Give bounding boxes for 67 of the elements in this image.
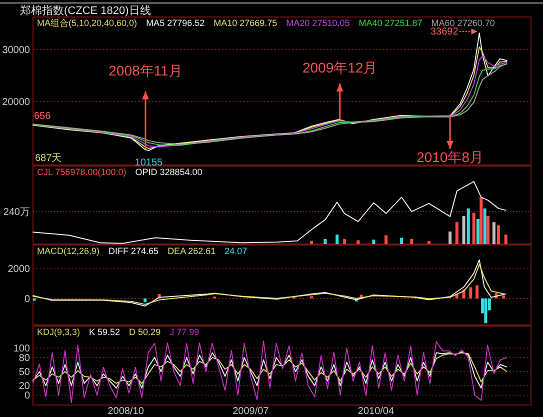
x-tick-label: 2008/10 xyxy=(108,406,144,417)
bar xyxy=(324,239,327,244)
text: OPID 328854.00 xyxy=(135,167,202,177)
text: 24.07 xyxy=(224,246,248,256)
y-tick-label: 0 xyxy=(24,390,30,402)
chart-title: 郑棉指数(CZCE 1820)日线 xyxy=(20,4,151,17)
y-tick-label: 30000 xyxy=(2,45,30,56)
bar xyxy=(356,240,360,244)
bar xyxy=(462,216,466,244)
text: K 59.52 xyxy=(89,327,120,337)
bar xyxy=(410,239,414,244)
legend-title: MA组合(5,10,20,40,60,0) xyxy=(37,18,138,28)
y-tick-label: 80 xyxy=(18,353,30,364)
annotation: 33692 xyxy=(430,26,459,38)
bar xyxy=(469,287,472,298)
x-tick-label: 2010/04 xyxy=(358,406,394,417)
annotation: 2010年8月 xyxy=(416,148,484,165)
text: MA60 27260.70 xyxy=(431,18,495,28)
bar xyxy=(504,234,508,244)
text: MA40 27251.87 xyxy=(358,18,422,28)
text: D 50.29 xyxy=(129,327,161,337)
y-tick-label: 50 xyxy=(18,367,30,378)
annotation: 10155 xyxy=(134,157,164,168)
y-tick-label: 20 xyxy=(18,381,30,392)
bar xyxy=(455,222,458,244)
bar xyxy=(466,208,470,244)
legend-title: MACD(12,26,9) xyxy=(37,246,100,256)
bar xyxy=(472,212,476,244)
annotation: 687天 xyxy=(35,153,62,164)
y-tick-label: 0 xyxy=(24,294,30,305)
bar xyxy=(476,219,480,244)
bar xyxy=(336,234,339,244)
ref-line-label: 240万 xyxy=(3,207,30,218)
y-tick-label: 2000 xyxy=(8,264,30,276)
legend-title: KDJ(9,3,3) xyxy=(37,327,80,337)
bar xyxy=(486,216,490,244)
bar xyxy=(476,285,479,298)
y-tick-label: 100 xyxy=(13,344,30,355)
series-label: J 77.99 xyxy=(170,327,200,337)
annotation: 2009年12月 xyxy=(302,59,378,76)
annotation: 656 xyxy=(34,111,52,122)
bar xyxy=(428,240,431,244)
bar xyxy=(502,295,506,298)
bar xyxy=(484,298,488,324)
text: CJL 756978.00(100:0) xyxy=(37,167,126,177)
y-tick-label: 20000 xyxy=(2,96,30,108)
text: MA20 27510.05 xyxy=(286,18,350,28)
bar xyxy=(483,208,486,244)
line-series xyxy=(32,352,508,384)
text: MA5 27796.52 xyxy=(146,18,205,28)
bar xyxy=(384,235,388,244)
bar xyxy=(480,197,483,244)
line-series xyxy=(32,351,508,389)
bar xyxy=(310,240,313,244)
bar xyxy=(497,225,500,244)
bar xyxy=(372,240,376,244)
bar xyxy=(492,222,496,244)
bar xyxy=(400,238,404,244)
line-series xyxy=(32,340,508,404)
bar xyxy=(342,239,346,244)
x-tick-label: 2009/07 xyxy=(232,406,270,417)
text: DEA 262.61 xyxy=(168,246,216,256)
bar xyxy=(144,298,147,302)
text: DIFF 274.65 xyxy=(108,246,159,256)
annotation: 2008年11月 xyxy=(108,62,182,78)
bar xyxy=(448,232,452,244)
text: MA10 27669.75 xyxy=(214,18,278,28)
